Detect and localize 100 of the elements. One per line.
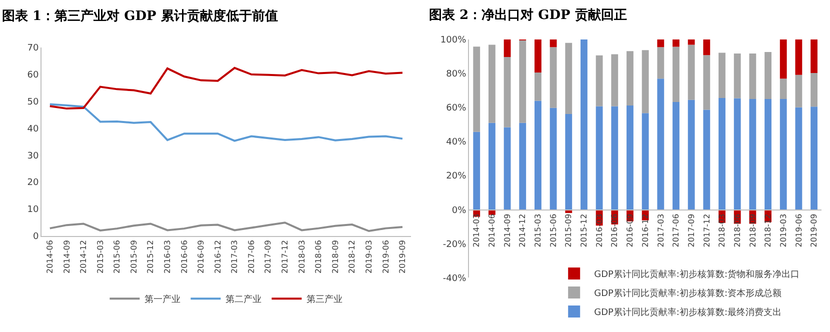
x-tick-label: 2017-03 — [656, 214, 666, 248]
bar — [657, 47, 664, 79]
x-tick-label: 2019-03 — [364, 240, 374, 274]
x-tick-label: 2018-09 — [330, 240, 340, 274]
bar — [534, 72, 542, 101]
x-tick-label: 2016-12 — [640, 214, 650, 248]
bar — [672, 102, 680, 210]
x-tick-label: 2015-06 — [548, 214, 558, 248]
bar — [780, 98, 787, 210]
y-tick-label: 0 — [32, 232, 39, 242]
x-tick-label: 2019-03 — [778, 214, 788, 248]
x-tick-label: 2014-06 — [45, 240, 54, 274]
bar — [519, 40, 526, 123]
bar — [688, 44, 695, 100]
x-tick-label: 2015-12 — [146, 240, 156, 274]
x-tick-label: 2015-06 — [112, 240, 122, 274]
x-tick-label: 2017-12 — [280, 240, 290, 274]
y-tick-label: 30 — [27, 151, 39, 162]
x-tick-label: 2016-03 — [163, 240, 172, 274]
bar — [780, 39, 787, 79]
x-tick-label: 2018-12 — [348, 240, 357, 274]
y-tick-label: 100% — [440, 36, 467, 46]
line-series — [48, 66, 404, 110]
legend-label: GDP累计同比贡献率:初步核算数:资本形成总额 — [594, 288, 782, 300]
bar — [810, 39, 818, 73]
bar — [795, 74, 802, 108]
y-tick-label: 60 — [27, 70, 39, 81]
bar — [488, 44, 496, 123]
x-tick-label: 2018-09 — [748, 214, 758, 248]
x-tick-label: 2015-03 — [96, 240, 105, 274]
x-tick-label: 2016-12 — [213, 240, 222, 274]
x-tick-label: 2014-09 — [502, 214, 512, 248]
x-tick-label: 2017-09 — [264, 240, 273, 274]
x-tick-label: 2018-06 — [732, 214, 742, 248]
line-series — [48, 222, 404, 232]
bar — [611, 54, 618, 106]
y-tick-label: 0% — [452, 206, 467, 216]
bar — [764, 52, 772, 99]
bar — [504, 39, 511, 57]
x-tick-label: 2018-03 — [297, 240, 306, 274]
bar — [657, 78, 664, 210]
bar — [626, 51, 634, 106]
bar — [550, 47, 557, 108]
x-tick-label: 2014-03 — [472, 214, 482, 248]
bar — [519, 122, 526, 210]
line-series — [48, 103, 404, 142]
x-tick-label: 2017-03 — [230, 240, 240, 274]
y-tick-label: 20% — [446, 172, 467, 182]
bar — [780, 78, 787, 99]
bar — [749, 98, 756, 210]
bar — [795, 39, 802, 75]
bar — [473, 132, 480, 210]
bar — [703, 39, 710, 56]
x-tick-label: 2014-12 — [79, 240, 88, 274]
x-tick-label: 2015-09 — [129, 240, 138, 274]
y-tick-label: 60% — [446, 104, 467, 114]
bar — [795, 107, 802, 210]
bar — [749, 54, 756, 99]
legend-label: 第二产业 — [226, 294, 262, 306]
x-tick-label: 2018-03 — [718, 214, 727, 248]
bar — [596, 106, 603, 210]
bar — [734, 54, 741, 98]
y-tick-label: 20 — [27, 178, 39, 188]
y-tick-label: 10 — [27, 205, 39, 216]
bar — [504, 127, 511, 210]
chart-title: 图表 2：净出口对 GDP 贡献回正 — [429, 8, 627, 23]
bar — [764, 98, 772, 210]
x-tick-label: 2019-06 — [794, 214, 804, 248]
legend-label: 第三产业 — [306, 294, 343, 306]
bar — [473, 46, 480, 132]
chart-title: 图表 1：第三产业对 GDP 累计贡献度低于前值 — [2, 8, 278, 24]
x-tick-label: 2019-09 — [398, 240, 408, 274]
bar — [504, 56, 511, 128]
x-tick-label: 2018-06 — [314, 240, 324, 274]
legend-label: GDP累计同比贡献率:初步核算数:货物和服务净出口 — [594, 269, 800, 280]
x-tick-label: 2014-09 — [62, 240, 72, 274]
bar — [672, 46, 680, 102]
x-tick-label: 2017-06 — [672, 214, 681, 248]
legend-label: GDP累计同比贡献率:初步核算数:最终消费支出 — [594, 307, 782, 318]
x-tick-label: 2016-03 — [594, 214, 604, 248]
x-tick-label: 2016-09 — [626, 214, 635, 248]
x-tick-label: 2017-12 — [702, 214, 712, 248]
y-tick-label: 70 — [27, 44, 39, 54]
bar — [688, 100, 695, 210]
bar — [672, 39, 680, 47]
y-tick-label: -20% — [442, 240, 467, 250]
x-tick-label: 2019-06 — [381, 240, 390, 274]
y-tick-label: -40% — [442, 274, 467, 284]
x-tick-label: 2019-09 — [810, 214, 819, 248]
bar — [565, 42, 572, 114]
bar — [550, 39, 557, 48]
bar — [703, 55, 710, 110]
bar — [534, 100, 542, 210]
bar — [642, 50, 649, 114]
bar — [688, 39, 695, 45]
bar — [718, 98, 726, 210]
bar — [703, 110, 710, 210]
y-tick-label: 40 — [27, 124, 39, 134]
x-tick-label: 2016-06 — [610, 214, 620, 248]
bar — [626, 105, 634, 210]
